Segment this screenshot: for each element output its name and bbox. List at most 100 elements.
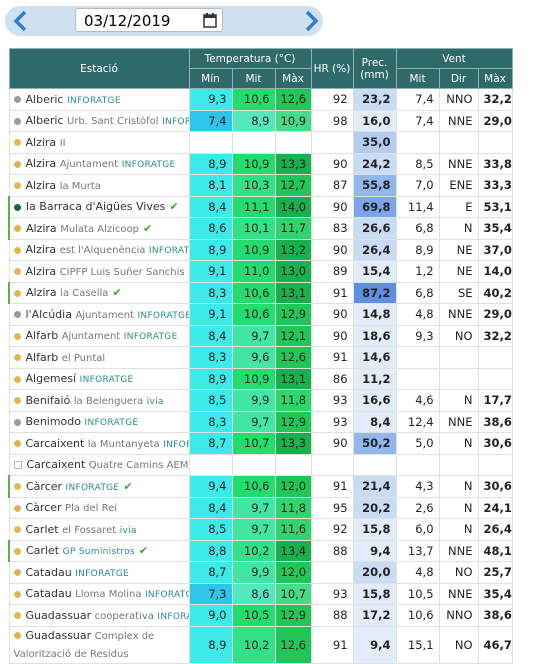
subheader[interactable]: Màx [274, 68, 312, 89]
value-cell: 23,2 [352, 88, 397, 111]
value-cell: 13,2 [274, 238, 312, 261]
value-cell: N [438, 518, 479, 541]
station-place: Ajuntament [59, 159, 119, 171]
header-precipitation[interactable]: Prec. (mm) [352, 48, 397, 89]
value-cell: 17,2 [352, 604, 397, 627]
status-dot [13, 590, 21, 598]
status-box [13, 461, 22, 470]
value-cell: NO [438, 324, 479, 347]
station-name: Benifaió [25, 393, 71, 407]
status-dot [13, 632, 21, 639]
station-place: el Puntal [61, 352, 106, 364]
station-row[interactable]: Benimodo INFORATGE 8,3 9,7 12,9 93 8,4 12,4 NNE… [8, 410, 513, 433]
station-row[interactable]: Alfarb el Puntal 8,3 9,6 12,6 91 14,6 [8, 346, 513, 369]
prev-day[interactable] [11, 9, 31, 33]
station-row[interactable]: Alberic Urb. Sant Cristòfol INFORATGE7,4… [8, 109, 513, 132]
value-cell: 4,8 [395, 561, 440, 584]
station-name: Alzira [25, 157, 57, 171]
station-row[interactable]: Alzira II 35,0 [8, 131, 513, 154]
verified-check: ✔ [138, 544, 149, 558]
subheader[interactable]: Dir [438, 68, 479, 89]
station-row[interactable]: Catadau INFORATGE 8,7 9,9 12,0 20,0 4,8 NO 25,7 [8, 561, 513, 584]
value-cell: 11,8 [274, 389, 312, 412]
value-cell: 16,6 [352, 389, 397, 412]
value-cell: 93 [310, 410, 354, 433]
station-row[interactable]: Alzira la Murta 8,1 10,3 12,7 87 55,8 7,0 ENE 33… [8, 174, 513, 197]
value-cell: 88 [310, 539, 354, 562]
value-cell: 87 [310, 174, 354, 197]
value-cell [188, 131, 233, 154]
value-cell: 11,6 [274, 518, 312, 541]
value-cell [395, 346, 440, 369]
station-row[interactable]: Carlet GP Suministros ✔ 8,8 10,2 13,4 88 9,4 13… [8, 539, 513, 562]
value-cell: 91 [310, 475, 354, 498]
station-row[interactable]: Carcaixent la Muntanyeta INFORATGE8,710,… [8, 432, 513, 455]
station-row[interactable]: Càrcer INFORATGE ✔ 9,4 10,6 12,0 91 21,4 4,3 N 30… [8, 475, 513, 498]
value-cell: 8,4 [188, 496, 233, 519]
subheader[interactable]: Mit [395, 68, 440, 89]
station-source: INFORATGE [144, 590, 188, 601]
value-cell: 15,8 [352, 518, 397, 541]
value-cell: 4,8 [395, 303, 440, 326]
station-place: Ajuntament [75, 309, 134, 321]
value-cell: 8,9 [188, 625, 233, 664]
station-row[interactable]: Alzira Mulata Alzicoop ✔ 8,6 10,1 11,7 83 26,6… [8, 217, 513, 240]
station-cell: Alzira la Murta [8, 174, 190, 197]
value-cell: 12,7 [274, 174, 312, 197]
station-row[interactable]: Alzira est l'Alquenència INFORATGE8,910,… [8, 238, 513, 261]
header-station[interactable]: Estació [8, 48, 190, 89]
value-cell: 30,6 [477, 475, 513, 498]
value-cell [438, 453, 479, 476]
station-row[interactable]: Carlet el Fossaret ivia 8,5 9,7 11,6 92 15,8 6… [8, 518, 513, 541]
value-cell: 13,0 [274, 260, 312, 283]
header-humidity[interactable]: HR (%) [310, 48, 354, 89]
date-input[interactable]: 03/12/2019 [75, 8, 223, 32]
calendar-icon[interactable] [203, 13, 217, 28]
value-cell: 9,7 [231, 518, 276, 541]
date-text: 03/12/2019 [84, 12, 171, 30]
value-cell: 11,7 [274, 217, 312, 240]
station-row[interactable]: l'Alcúdia Ajuntament INFORATGE 9,1 10,6 12,… [8, 303, 513, 326]
station-source: INFORATGE [148, 246, 189, 257]
status-dot [14, 483, 21, 491]
station-row[interactable]: Alzira CIPFP Luis Suñer Sanchis 9,1 11,0 13… [8, 260, 513, 283]
next-day[interactable] [301, 9, 321, 33]
value-cell: 8,1 [188, 174, 233, 197]
value-cell: NO [438, 625, 479, 664]
station-place: Lloma Molina [75, 589, 142, 601]
value-cell: 93 [310, 582, 354, 605]
station-source: INFORATGE [65, 482, 120, 493]
station-row[interactable]: Guadassuar Complex de Valorització de Re… [8, 625, 513, 664]
station-row[interactable]: la Barraca d'Aigües Vives ✔ 8,4 11,1 14,0 90 6… [8, 195, 513, 218]
station-row[interactable]: Alzira Ajuntament INFORATGE 8,9 10,9 13,3 90… [8, 152, 513, 175]
station-place: la Murta [59, 180, 101, 192]
station-source: INFORATGE [121, 160, 176, 171]
value-cell: 9,7 [231, 410, 276, 433]
station-row[interactable]: Carcaixent Quatre Camins AEMET [8, 453, 513, 476]
subheader[interactable]: Mín [188, 68, 233, 89]
station-row[interactable]: Catadau Lloma Molina INFORATGE7,38,610,7… [8, 582, 513, 605]
subheader[interactable]: Mit [231, 68, 276, 89]
station-name: Guadassuar [25, 608, 92, 622]
value-cell: 29,0 [477, 109, 513, 132]
station-source: INFORATGE [66, 95, 121, 106]
station-cell: Alzira CIPFP Luis Suñer Sanchis [8, 260, 190, 283]
value-cell: 12,6 [274, 88, 312, 111]
station-row[interactable]: Alzira la Casella ✔ 8,3 10,6 13,1 91 87,2 6,8 SE… [8, 281, 513, 304]
value-cell: N [438, 475, 479, 498]
subheader[interactable]: Màx [477, 68, 513, 89]
value-cell: 10,5 [231, 604, 276, 627]
value-cell: 4,3 [395, 475, 440, 498]
value-cell: 12,9 [274, 410, 312, 433]
station-cell: Alberic INFORATGE [8, 88, 190, 111]
station-row[interactable]: Alfarb Ajuntament INFORATGE 8,4 9,7 12,1 90 1… [8, 324, 513, 347]
station-row[interactable]: Càrcer Pla del Rei 8,4 9,7 11,8 95 20,2 2,6 N 24… [8, 496, 513, 519]
station-source: INFORATGE [79, 375, 134, 386]
value-cell: 9,9 [231, 389, 276, 412]
station-row[interactable]: Alberic INFORATGE 9,3 10,6 12,6 92 23,2 7,4 NNO… [8, 88, 513, 111]
station-row[interactable]: Guadassuar cooperativa INFORATGE9,010,51… [8, 604, 513, 627]
value-cell: 10,6 [231, 88, 276, 111]
station-row[interactable]: Benifaió la Belenguera ivia 8,5 9,9 11,8 93 1… [8, 389, 513, 412]
value-cell: 10,3 [231, 174, 276, 197]
station-row[interactable]: Algemesí INFORATGE 8,9 10,9 13,1 86 11,2 [8, 367, 513, 390]
